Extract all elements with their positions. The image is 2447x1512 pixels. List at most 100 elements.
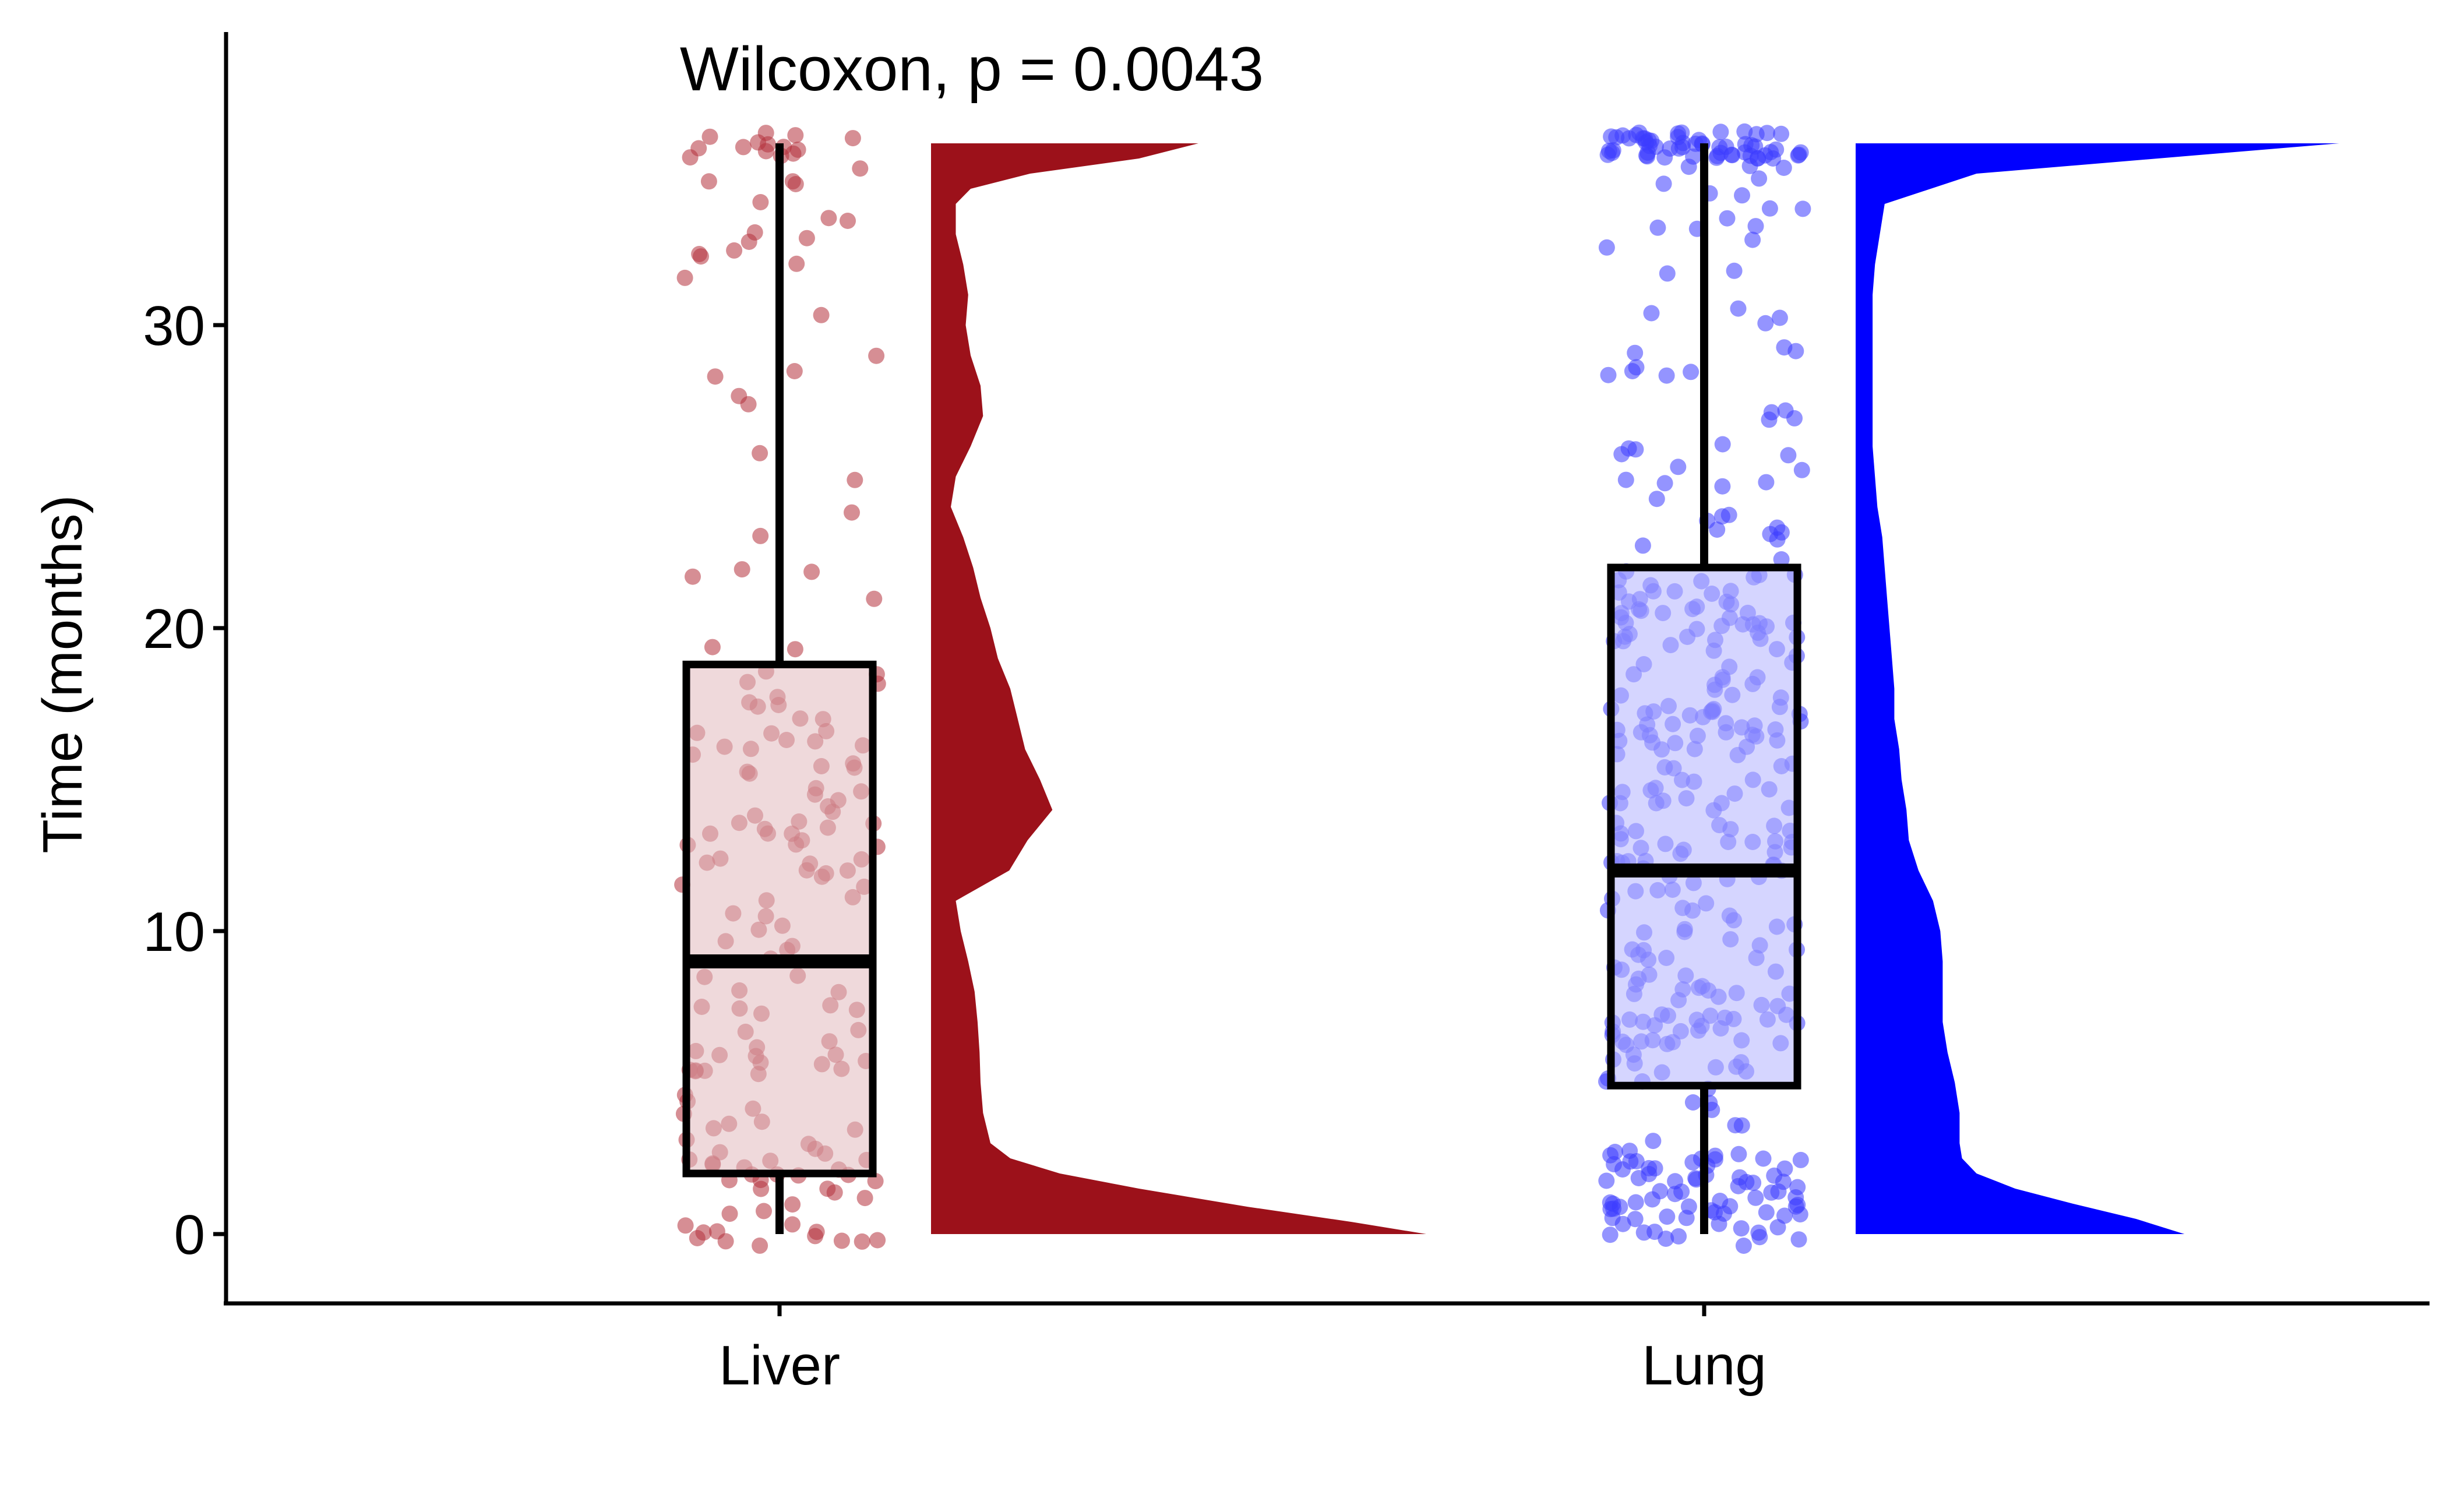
half-violin-liver xyxy=(931,143,1426,1234)
jitter-point-liver xyxy=(787,176,804,192)
jitter-point-lung xyxy=(1719,210,1736,227)
jitter-point-lung xyxy=(1711,1215,1727,1232)
jitter-point-lung xyxy=(1714,436,1731,453)
jitter-point-lung xyxy=(1780,447,1797,464)
jitter-point-lung xyxy=(1747,1189,1764,1206)
jitter-point-lung xyxy=(1730,300,1747,317)
jitter-point-lung xyxy=(1634,537,1651,554)
jitter-point-lung xyxy=(1769,531,1786,548)
jitter-point-lung xyxy=(1631,124,1648,141)
jitter-point-lung xyxy=(1759,125,1775,142)
jitter-point-liver xyxy=(787,641,803,658)
jitter-point-lung xyxy=(1745,1175,1762,1191)
jitter-point-lung xyxy=(1761,411,1778,428)
jitter-point-lung xyxy=(1787,1198,1804,1215)
jitter-point-lung xyxy=(1621,1143,1638,1159)
jitter-point-liver xyxy=(752,445,768,461)
jitter-point-liver xyxy=(852,160,869,177)
jitter-point-liver xyxy=(707,368,724,385)
jitter-point-liver xyxy=(826,1184,843,1201)
jitter-point-lung xyxy=(1656,475,1673,492)
jitter-point-lung xyxy=(1670,459,1687,475)
jitter-point-lung xyxy=(1777,402,1794,419)
jitter-point-lung xyxy=(1680,158,1697,175)
jitter-point-lung xyxy=(1627,1194,1644,1211)
jitter-point-liver xyxy=(869,1232,886,1249)
jitter-point-lung xyxy=(1627,441,1644,458)
jitter-point-lung xyxy=(1639,148,1656,165)
jitter-point-lung xyxy=(1741,157,1758,174)
jitter-point-lung xyxy=(1790,1231,1807,1248)
jitter-point-lung xyxy=(1709,147,1726,164)
jitter-point-liver xyxy=(868,347,885,364)
jitter-point-lung xyxy=(1603,128,1620,145)
jitter-point-liver xyxy=(787,127,804,144)
y-tick-label: 20 xyxy=(143,598,205,660)
jitter-point-lung xyxy=(1769,519,1786,536)
jitter-point-lung xyxy=(1733,1117,1750,1134)
jitter-point-lung xyxy=(1607,1144,1623,1160)
jitter-point-liver xyxy=(866,590,883,607)
jitter-point-liver xyxy=(844,504,860,521)
jitter-point-lung xyxy=(1751,170,1768,187)
jitter-point-liver xyxy=(734,561,750,578)
jitter-point-lung xyxy=(1600,366,1617,383)
jitter-point-liver xyxy=(691,246,708,262)
jitter-point-lung xyxy=(1687,135,1704,152)
jitter-point-lung xyxy=(1645,1133,1662,1150)
half-violin-lung xyxy=(1856,143,2339,1234)
jitter-point-lung xyxy=(1655,175,1672,192)
jitter-point-liver xyxy=(803,563,820,580)
jitter-point-lung xyxy=(1713,508,1730,525)
jitter-point-lung xyxy=(1649,219,1666,236)
jitter-point-lung xyxy=(1773,551,1790,568)
jitter-point-lung xyxy=(1758,1204,1775,1221)
jitter-point-lung xyxy=(1714,478,1731,495)
jitter-point-lung xyxy=(1736,123,1753,140)
jitter-point-liver xyxy=(798,230,815,246)
jitter-point-lung xyxy=(1630,1170,1647,1186)
jitter-point-lung xyxy=(1658,367,1675,384)
jitter-point-liver xyxy=(700,173,717,190)
jitter-point-lung xyxy=(1627,344,1644,361)
jitter-point-liver xyxy=(844,130,861,147)
jitter-point-lung xyxy=(1768,141,1785,158)
jitter-point-liver xyxy=(847,471,863,488)
jitter-point-lung xyxy=(1733,1220,1750,1237)
jitter-point-lung xyxy=(1680,1198,1697,1215)
jitter-point-lung xyxy=(1794,200,1811,217)
jitter-point-liver xyxy=(731,387,748,404)
jitter-point-lung xyxy=(1776,1160,1793,1177)
jitter-point-lung xyxy=(1757,315,1774,332)
density-layer xyxy=(931,143,2339,1234)
jitter-point-liver xyxy=(813,306,830,323)
jitter-point-lung xyxy=(1761,200,1778,217)
jitter-point-liver xyxy=(752,194,769,210)
y-axis-title: Time (months) xyxy=(31,495,94,853)
jitter-point-lung xyxy=(1662,140,1679,157)
box-liver xyxy=(682,660,877,1178)
jitter-point-lung xyxy=(1670,1228,1687,1245)
jitter-point-liver xyxy=(752,527,769,544)
x-tick-label: Liver xyxy=(719,1334,840,1397)
jitter-point-lung xyxy=(1793,461,1810,478)
jitter-point-liver xyxy=(788,255,805,272)
y-tick-label: 0 xyxy=(174,1204,205,1266)
jitter-point-lung xyxy=(1755,1150,1772,1167)
jitter-point-lung xyxy=(1730,1178,1747,1194)
jitter-point-lung xyxy=(1602,1226,1619,1243)
jitter-point-lung xyxy=(1602,1201,1619,1218)
jitter-point-liver xyxy=(741,234,757,250)
jitter-point-lung xyxy=(1627,1211,1644,1228)
jitter-point-lung xyxy=(1792,144,1809,161)
jitter-point-liver xyxy=(735,139,752,156)
box-lung xyxy=(1607,563,1801,1090)
jitter-point-liver xyxy=(786,363,803,379)
jitter-point-liver xyxy=(677,1217,694,1234)
jitter-point-lung xyxy=(1646,1160,1663,1177)
jitter-point-lung xyxy=(1667,1173,1684,1190)
jitter-point-lung xyxy=(1775,160,1792,176)
jitter-point-lung xyxy=(1684,1154,1701,1171)
jitter-point-liver xyxy=(753,1180,770,1197)
